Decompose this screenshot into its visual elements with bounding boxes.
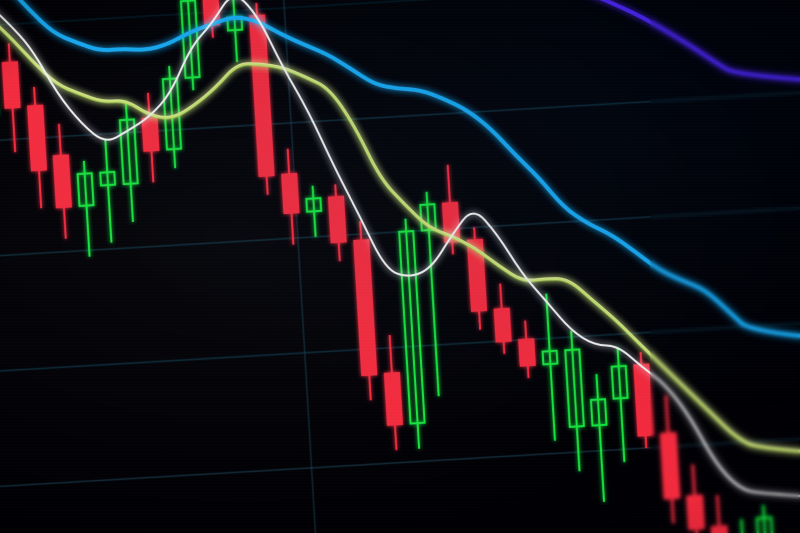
gridline-horizontal xyxy=(0,430,800,494)
candlestick[interactable] xyxy=(710,495,729,533)
candle-body-bearish[interactable] xyxy=(281,172,300,215)
candlestick[interactable] xyxy=(383,334,404,451)
candlestick[interactable] xyxy=(589,373,611,503)
candlestick[interactable] xyxy=(734,519,751,533)
candle-body-bearish[interactable] xyxy=(27,104,48,172)
candlestick[interactable] xyxy=(248,3,275,195)
candlestick[interactable] xyxy=(518,320,536,379)
candlestick[interactable] xyxy=(353,221,378,401)
candlestick[interactable] xyxy=(610,347,632,463)
candlestick[interactable] xyxy=(118,100,140,223)
moving-average-line xyxy=(0,0,800,350)
candlestick[interactable] xyxy=(76,160,97,257)
candlestick[interactable] xyxy=(755,505,774,533)
candlestick[interactable] xyxy=(633,352,654,449)
candle-body-bearish[interactable] xyxy=(686,494,705,530)
candlestick[interactable] xyxy=(398,218,426,449)
gridline-horizontal xyxy=(0,315,800,379)
candlestick[interactable] xyxy=(659,395,681,524)
candlestick[interactable] xyxy=(98,140,118,243)
candlestick[interactable] xyxy=(686,464,705,533)
candlestick[interactable] xyxy=(224,0,244,63)
candle-body-bearish[interactable] xyxy=(711,525,729,533)
candle-body-bearish[interactable] xyxy=(141,117,160,152)
candlestick[interactable] xyxy=(493,283,512,354)
candlestick[interactable] xyxy=(564,330,586,472)
candlestick[interactable] xyxy=(27,86,48,209)
candle-body-bearish[interactable] xyxy=(383,371,404,426)
candlestick[interactable] xyxy=(141,92,160,183)
candle-body-bearish[interactable] xyxy=(52,154,72,209)
gridline-vertical xyxy=(277,0,324,533)
gridline-horizontal xyxy=(0,0,800,34)
candlestick[interactable] xyxy=(52,123,73,239)
candlestick[interactable] xyxy=(305,185,323,237)
candlestick[interactable] xyxy=(1,43,22,153)
candle-body-bearish[interactable] xyxy=(633,363,654,437)
candle-body-bearish[interactable] xyxy=(1,61,21,109)
candlestick[interactable] xyxy=(327,184,347,262)
candle-body-bearish[interactable] xyxy=(327,195,347,244)
candle-body-bearish[interactable] xyxy=(660,432,681,500)
candle-body-bearish[interactable] xyxy=(518,338,536,367)
candle-body-bearish[interactable] xyxy=(353,239,378,377)
candlestick[interactable] xyxy=(466,227,488,330)
candle-body-bearish[interactable] xyxy=(493,307,512,343)
